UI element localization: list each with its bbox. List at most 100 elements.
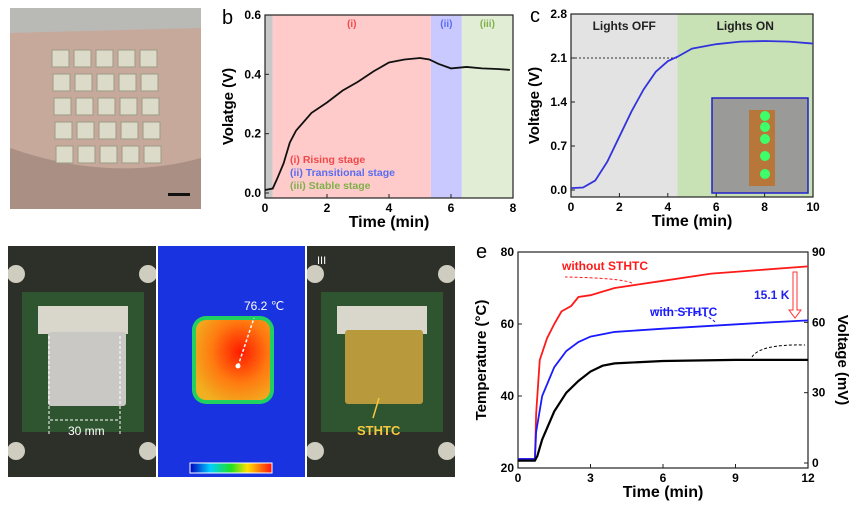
y-tick-label: 0.4 [244,67,261,81]
photo-cpu-coated: III STHTC [307,246,455,477]
stage-region [571,14,678,197]
scale-bar [168,193,190,196]
legend-entry: (i) Rising stage [290,154,365,166]
y-axis-label: Voltage (V) [526,67,543,144]
y-tick-label: 1.4 [550,95,567,109]
tile [143,145,162,164]
series-line [264,57,510,191]
x-tick-label: 8 [510,201,517,215]
stage-region [430,15,462,198]
region-label: (i) [347,19,356,30]
y-axis-label: Volatge (V) [220,68,237,145]
x-tick-label: 8 [761,200,768,214]
region-label: (iii) [480,19,495,30]
arrow-with [651,309,716,323]
thermoelectric-tile-array [51,49,162,164]
x-tick-label: 2 [616,200,623,214]
y-tick-label: 0.0 [550,183,567,197]
photo-arm-device [10,8,201,209]
hotspot-temperature: 76.2 ℃ [244,299,284,313]
photo-cpu-bare: 30 mm [8,246,156,477]
panel-label: e [476,241,487,263]
led [760,134,770,144]
tile [53,97,72,116]
x-tick-label: 6 [660,471,667,485]
x-axis-label: Time (min) [623,484,704,501]
delta-arrow-icon [788,271,802,319]
tile [118,73,137,92]
x-tick-label: 12 [801,471,815,485]
tile [99,145,118,164]
subpanel-label: III [317,255,326,267]
legend-entry: (iii) Stable stage [290,180,371,192]
tile [140,73,159,92]
tile [97,97,116,116]
led [760,169,770,179]
led [760,151,770,161]
y-tick-label: 2.8 [550,7,567,21]
region-label: Lights OFF [593,19,656,33]
led [760,111,770,121]
y2-tick-label: 60 [812,315,826,329]
legend-with-sthtc: with STHTC [649,305,718,319]
tile [95,49,114,68]
tile [139,49,158,68]
tile [55,145,74,164]
region-label: Lights ON [717,19,774,33]
tile [74,73,93,92]
stage-region [461,15,513,198]
tile [141,97,160,116]
y2-tick-label: 90 [812,245,826,259]
x-tick-label: 6 [448,201,455,215]
y2-tick-label: 0 [812,456,819,470]
y-tick-label: 80 [501,245,515,259]
stage-region [265,15,273,198]
x-tick-label: 0 [568,200,575,214]
tile [54,121,73,140]
y-tick-label: 40 [501,389,515,403]
series-line [570,40,814,190]
series-line [518,265,809,460]
tile [96,73,115,92]
dimension-label: 30 mm [68,424,105,438]
panel-label: b [222,7,233,29]
tile [121,145,140,164]
arrow-voltage [751,344,806,358]
tile [142,121,161,140]
x-tick-label: 4 [664,200,671,214]
thermal-image: 76.2 ℃ [158,246,305,477]
x-tick-label: 10 [806,200,820,214]
x-axis-label: Time (min) [652,213,733,230]
y-tick-label: 0.2 [244,127,261,141]
legend-without-sthtc: without STHTC [561,259,648,273]
y-tick-label: 0.7 [550,139,567,153]
x-tick-label: 6 [713,200,720,214]
y2-tick-label: 30 [812,386,826,400]
sthtc-label: STHTC [357,423,401,438]
panel-label: c [530,5,540,27]
x-axis-label: Time (min) [349,214,430,231]
tile [120,121,139,140]
chart-panel-e: 0 3 6 9 12 20 40 60 80 0 30 60 90 Time (min) Temperatu… [473,241,851,501]
tile [119,97,138,116]
legend-entry: (ii) Transitional stage [290,167,395,179]
inset-led-photo [711,97,809,194]
x-tick-label: 0 [515,471,522,485]
tile [98,121,117,140]
delta-label: 15.1 K [754,288,790,302]
region-label: (ii) [440,19,452,30]
series-line [518,319,809,460]
x-tick-label: 9 [732,471,739,485]
y-tick-label: 60 [501,317,515,331]
tile [52,73,71,92]
tile [75,97,94,116]
color-scale-bar [189,462,273,474]
chart-panel-b: (i) (ii) (iii) 0 2 4 6 8 0.0 0.2 0.4 0.6 Time (min) V… [220,7,517,231]
series-line [518,358,808,462]
x-tick-label: 3 [587,471,594,485]
x-tick-label: 0 [262,201,269,215]
y-tick-label: 0.0 [244,186,261,200]
tile [51,49,70,68]
